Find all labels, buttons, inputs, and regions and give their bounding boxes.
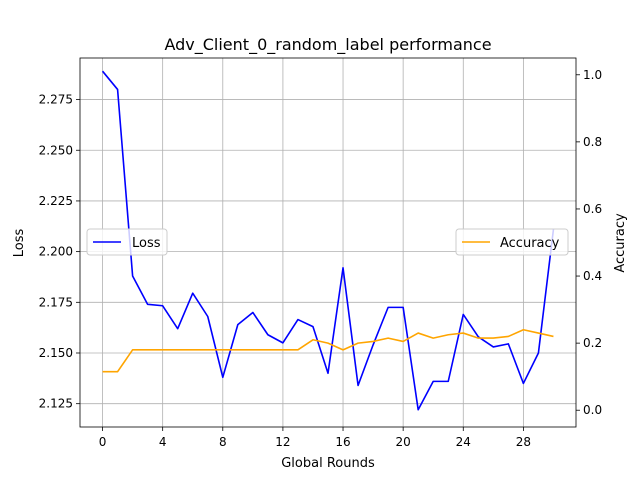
series-line-accuracy [102, 328, 554, 373]
x-tick-label: 24 [456, 435, 471, 449]
legend-accuracy-box [455, 228, 569, 256]
y-left-tick-label: 2.250 [39, 143, 73, 157]
legend-accuracy-label: Accuracy [500, 236, 560, 251]
y-axis-left-label: Loss [12, 229, 27, 258]
series-layer [101, 70, 555, 411]
y-left-tick-label: 2.125 [39, 397, 73, 411]
x-tick-label: 28 [516, 435, 531, 449]
y-right-tick-label: 0.6 [583, 202, 602, 216]
y-left-tick-label: 2.225 [39, 194, 73, 208]
y-right-tick-label: 0.0 [583, 403, 602, 417]
x-tick-label: 12 [275, 435, 290, 449]
y-right-tick-label: 0.8 [583, 135, 602, 149]
y-right-tick-label: 0.2 [583, 336, 602, 350]
x-axis-label: Global Rounds [281, 456, 375, 471]
legend-loss-box [86, 228, 168, 256]
y-left-tick-label: 2.175 [39, 295, 73, 309]
y-left-tick-label: 2.150 [39, 346, 73, 360]
x-tick-label: 8 [219, 435, 227, 449]
x-tick-label: 16 [335, 435, 350, 449]
y-left-tick-label: 2.200 [39, 245, 73, 259]
y-right-tick-label: 0.4 [583, 269, 602, 283]
legend-accuracy: Accuracy [455, 228, 569, 256]
x-tick-label: 4 [159, 435, 167, 449]
axes: 0 4 8 12 16 20 24 28 2.125 2.150 2.175 2.200 2.225 2.… [39, 68, 602, 449]
series-line-loss [101, 70, 555, 411]
y-right-tick-label: 1.0 [583, 68, 602, 82]
y-left-tick-label: 2.275 [39, 93, 73, 107]
y-axis-right-label: Accuracy [613, 213, 628, 273]
legend-loss: Loss [86, 228, 168, 256]
plot-frame [79, 57, 577, 428]
chart-title: Adv_Client_0_random_label performance [164, 35, 491, 55]
x-tick-label: 0 [99, 435, 107, 449]
x-tick-label: 20 [396, 435, 411, 449]
legend-loss-label: Loss [132, 236, 161, 251]
